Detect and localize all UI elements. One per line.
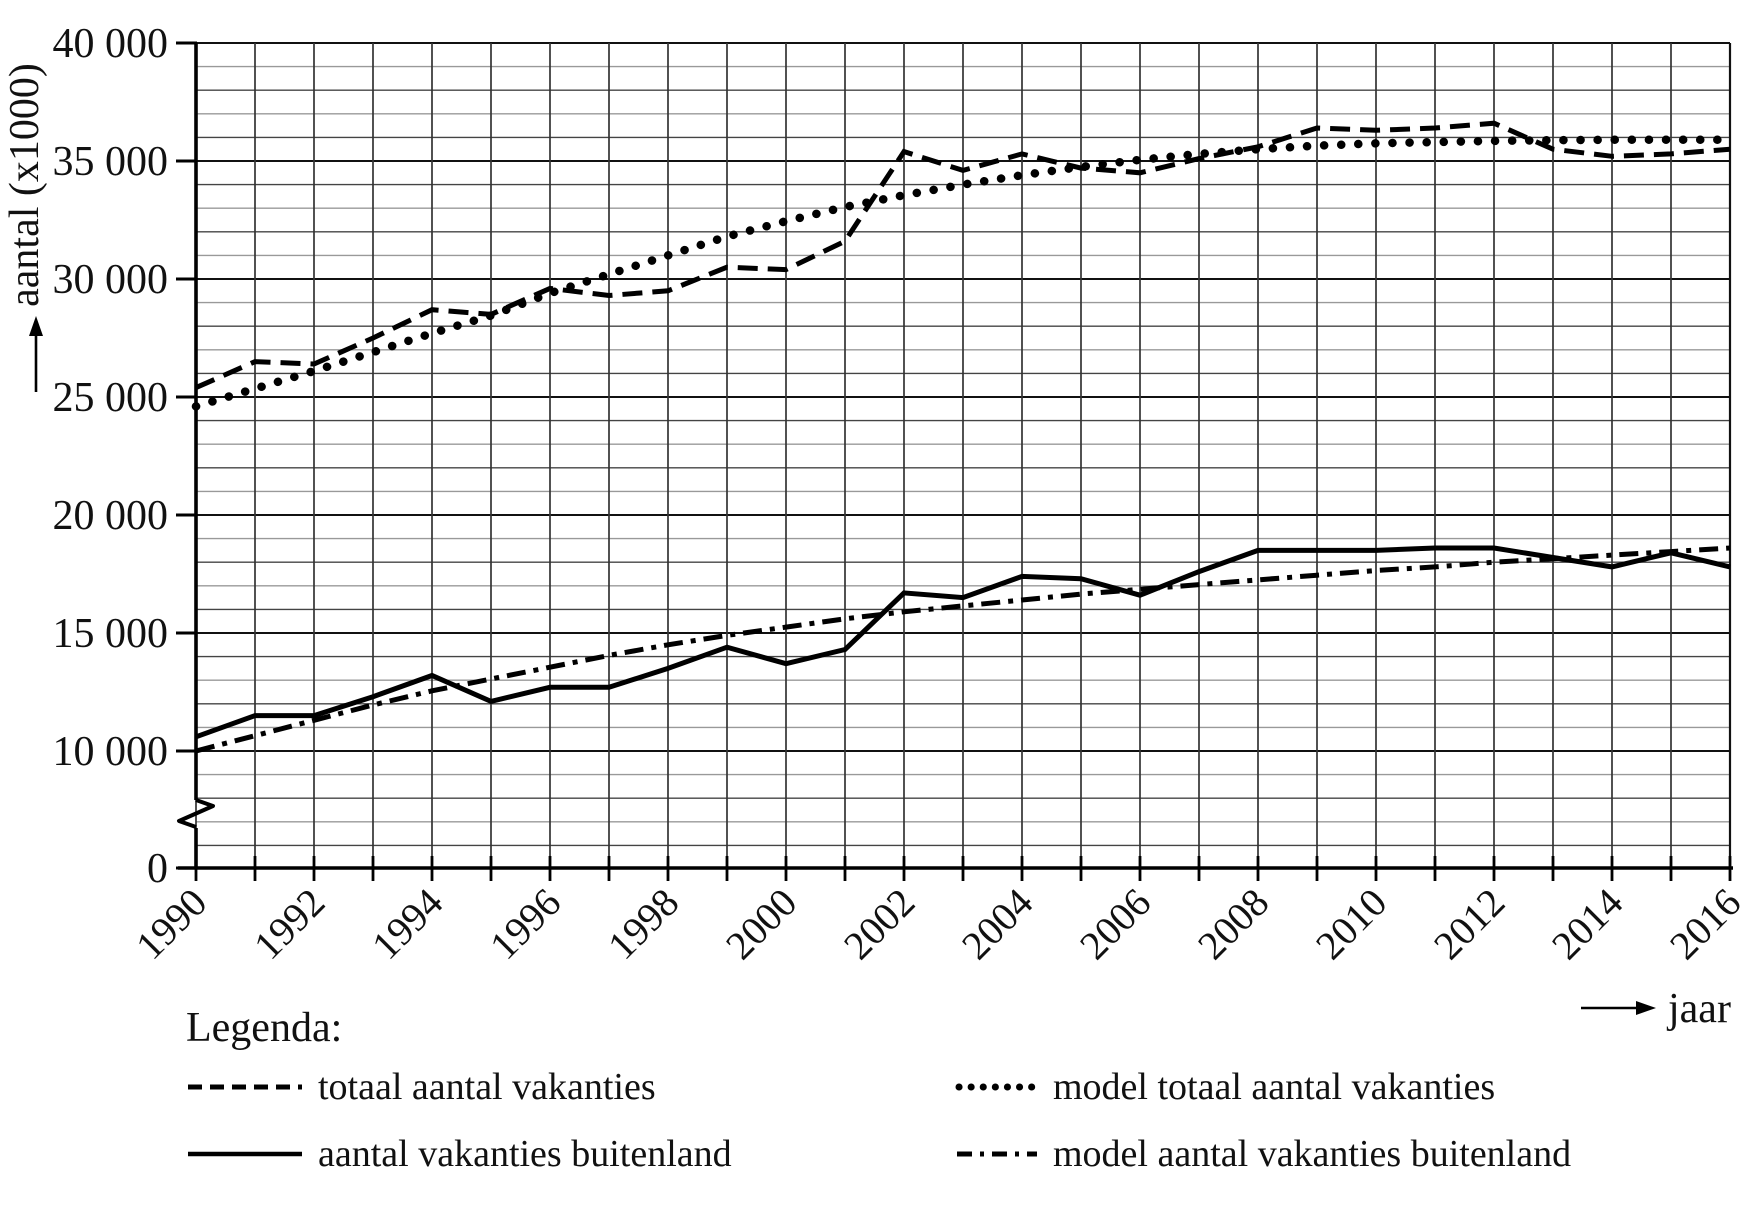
x-tick-label: 2000 <box>717 880 805 968</box>
series-line-dashed <box>194 120 1731 390</box>
y-axis-title: aantal (x1000) <box>2 63 48 307</box>
series-line-dashdot <box>195 545 1731 754</box>
legend-title: Legenda: <box>186 1005 343 1051</box>
legend-item-model-totaal: model totaal aantal vakanties <box>955 1064 1495 1110</box>
solid-line-swatch-icon <box>188 1151 302 1157</box>
series-line-solid <box>195 545 1731 740</box>
legend-item-totaal: totaal aantal vakanties <box>186 1064 656 1110</box>
x-tick-label: 2014 <box>1543 880 1631 968</box>
x-tick-label: 2008 <box>1189 880 1277 968</box>
x-tick-label: 1992 <box>245 880 333 968</box>
x-axis-arrow-icon <box>1636 1001 1656 1015</box>
x-tick-label: 2004 <box>953 880 1041 968</box>
y-tick-label: 10 000 <box>53 729 169 775</box>
y-tick-label: 30 000 <box>53 257 169 303</box>
y-tick-label: 20 000 <box>53 493 169 539</box>
x-tick-label: 2016 <box>1661 880 1749 968</box>
legend-label: model aantal vakanties buitenland <box>1053 1133 1572 1175</box>
y-axis-arrow-icon <box>29 316 43 336</box>
legend-item-buitenland: aantal vakanties buitenland <box>186 1131 732 1177</box>
dotted-line-swatch-icon <box>955 1083 1039 1091</box>
axis-break-icon <box>177 798 215 829</box>
y-tick-label: 25 000 <box>53 375 169 421</box>
x-tick-label: 1990 <box>127 880 215 968</box>
legend-item-model-buitenland: model aantal vakanties buitenland <box>955 1131 1571 1177</box>
dashdot-line-swatch-icon <box>957 1151 1037 1157</box>
x-tick-label: 2012 <box>1425 880 1513 968</box>
y-tick-label: 40 000 <box>53 21 169 67</box>
x-tick-label: 2006 <box>1071 880 1159 968</box>
legend-label: aantal vakanties buitenland <box>318 1133 732 1175</box>
legend-label: model totaal aantal vakanties <box>1053 1066 1496 1108</box>
y-tick-label: 0 <box>147 846 168 892</box>
x-tick-label: 2002 <box>835 880 923 968</box>
legend-label: totaal aantal vakanties <box>318 1066 656 1108</box>
y-tick-label: 15 000 <box>53 611 169 657</box>
x-axis-title: jaar <box>1666 986 1731 1032</box>
dashed-line-swatch-icon <box>188 1084 302 1090</box>
x-tick-label: 1998 <box>599 880 687 968</box>
x-tick-label: 2010 <box>1307 880 1395 968</box>
x-tick-label: 1996 <box>481 880 569 968</box>
y-tick-label: 35 000 <box>53 139 169 185</box>
x-tick-label: 1994 <box>363 880 451 968</box>
series-line-dotted <box>191 135 1735 411</box>
